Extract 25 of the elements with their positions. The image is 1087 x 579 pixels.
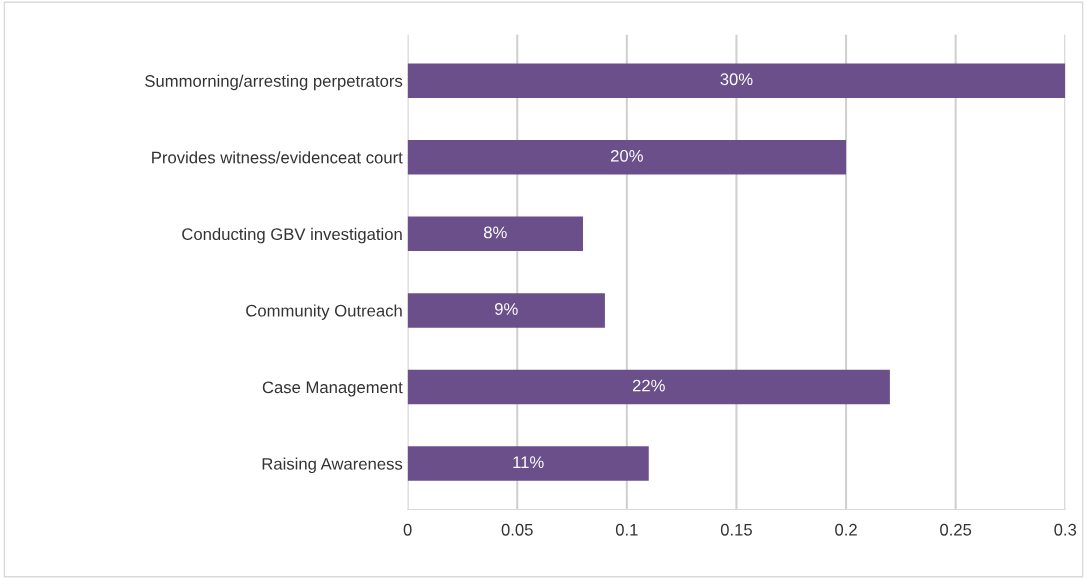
data-label: 9% (495, 303, 518, 315)
bar (407, 293, 605, 328)
y-tick-label: Conducting GBV investigation (182, 227, 402, 244)
bar (407, 369, 890, 405)
y-tick-label: Provides witness/evidenceat court (152, 151, 403, 164)
y-tick-label: Raising Awareness (262, 457, 403, 474)
bar (407, 446, 649, 481)
data-label: 8% (483, 226, 507, 239)
x-tick-label: 0.15 (720, 523, 752, 536)
x-tick-label: 0.1 (615, 523, 638, 536)
x-tick-label: 0.25 (940, 523, 972, 536)
x-tick-label: 0 (403, 523, 412, 536)
data-label: 30% (720, 73, 753, 86)
x-tick-label: 0.3 (1054, 523, 1077, 536)
bar (407, 63, 1066, 98)
data-label: 11% (513, 456, 544, 468)
y-tick-label: Summorning/arresting perpetrators (145, 74, 403, 91)
x-tick-label: 0.2 (835, 523, 857, 536)
x-tick-label: 0.05 (501, 523, 533, 536)
y-tick-label: Case Management (262, 381, 403, 397)
y-tick-label: Community Outreach (246, 304, 402, 320)
data-label: 20% (611, 149, 643, 162)
bar (407, 216, 583, 252)
bar (407, 140, 847, 175)
data-label: 22% (632, 379, 665, 392)
